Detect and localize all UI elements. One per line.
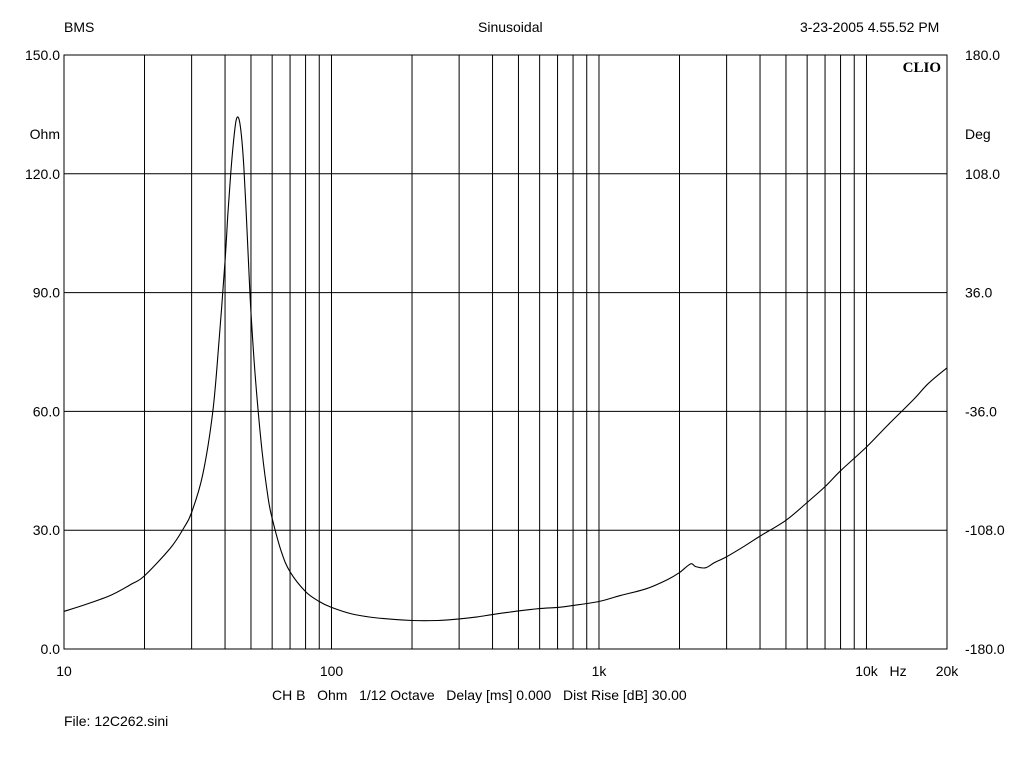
y-tick-label: 30.0 (33, 522, 60, 538)
axis-ticks: 0.0 30.0 60.0 90.0 120.0 150.0 -180.0 -108.0 -36… (25, 47, 1005, 679)
y2-tick-label: 180.0 (965, 47, 1000, 63)
y2-tick-label: -108.0 (965, 522, 1005, 538)
y2-tick-label: 36.0 (965, 285, 992, 301)
x-tick-label: 10 (56, 663, 72, 679)
series-line (63, 116, 948, 622)
header-left-text: BMS (64, 19, 95, 35)
file-name: File: 12C262.sini (64, 713, 169, 729)
plot-frame (63, 54, 948, 650)
y-tick-label: 60.0 (33, 403, 60, 419)
timestamp: 3-23-2005 4.55.52 PM (800, 19, 940, 35)
y2-tick-label: -180.0 (965, 641, 1005, 657)
chart-title: Sinusoidal (478, 19, 543, 35)
y-tick-label: 120.0 (25, 166, 60, 182)
grid (64, 55, 947, 649)
x-tick-label: 10k (855, 663, 879, 679)
y-axis-label: Ohm (30, 126, 60, 142)
y-tick-label: 0.0 (41, 641, 61, 657)
y2-tick-label: -36.0 (965, 403, 997, 419)
x-tick-label: 20k (936, 663, 960, 679)
y2-axis-label: Deg (965, 126, 991, 142)
settings-line: CH B Ohm 1/12 Octave Delay [ms] 0.000 Di… (272, 687, 687, 703)
y2-tick-label: 108.0 (965, 166, 1000, 182)
y-tick-label: 90.0 (33, 285, 60, 301)
x-tick-label: 1k (592, 663, 608, 679)
y-tick-label: 150.0 (25, 47, 60, 63)
brand-label: CLIO (903, 60, 941, 76)
x-tick-label: 100 (320, 663, 344, 679)
x-axis-label: Hz (889, 663, 906, 679)
